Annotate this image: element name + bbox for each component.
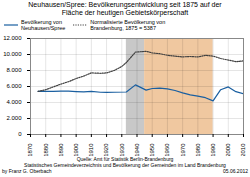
html-text:Bevölkerung von Neuhausen/Spre: Bevölkerung von Neuhausen/Spree [21,19,66,32]
html-text:Neuhausen/Spree: Bevölkerungse: Neuhausen/Spree: Bevölkerungsentwicklung… [28,1,222,16]
svg-text:1980: 1980 [195,143,201,156]
svg-text:1940: 1940 [134,143,140,156]
svg-text:1970: 1970 [180,143,186,156]
svg-text:0: 0 [18,131,22,137]
svg-text:6.000: 6.000 [6,83,22,89]
html-text:05.06.2012: 05.06.2012 [223,167,248,174]
svg-text:2000: 2000 [225,143,231,156]
html-text:by Franz G. Oberbach: by Franz G. Oberbach [2,167,52,174]
html-text:Statistisches Gemeindeverzeich: Statistisches Gemeindeverzeichnis und Be… [24,161,226,168]
svg-text:1930: 1930 [119,143,125,156]
svg-text:8.000: 8.000 [6,67,22,73]
svg-text:2010: 2010 [240,143,246,156]
html-text:Quelle: Amt für Statistik Berl: Quelle: Amt für Statistik Berlin-Branden… [76,155,174,162]
svg-text:1880: 1880 [43,143,49,156]
svg-text:1900: 1900 [73,143,79,156]
svg-text:1960: 1960 [164,143,170,156]
html-text:Normalisierte Bevölkerung von: Normalisierte Bevölkerung von Brandenbur… [90,19,166,32]
svg-text:10.000: 10.000 [3,51,22,57]
svg-text:4.000: 4.000 [6,99,22,105]
svg-text:1870: 1870 [27,143,33,156]
svg-text:12.000: 12.000 [3,35,22,41]
svg-text:2.000: 2.000 [6,115,22,121]
svg-text:1920: 1920 [103,143,109,156]
svg-text:1990: 1990 [210,143,216,156]
svg-text:1910: 1910 [88,143,94,156]
svg-text:1950: 1950 [149,143,155,156]
svg-text:1890: 1890 [58,143,64,156]
